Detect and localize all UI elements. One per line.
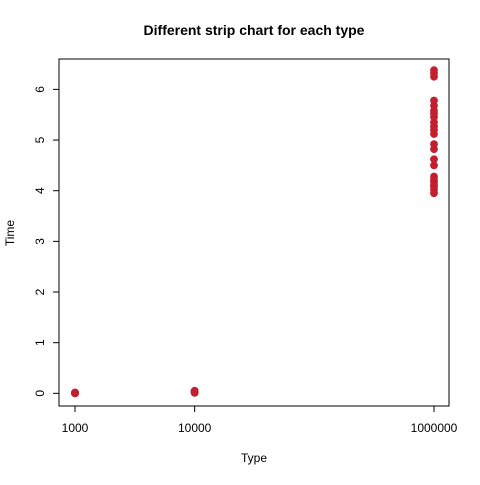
y-tick-label: 0 bbox=[33, 390, 47, 397]
x-axis: 1000 10000 1000000 bbox=[62, 405, 458, 435]
x-tick-label: 1000000 bbox=[411, 421, 458, 435]
x-tick-label: 1000 bbox=[62, 421, 89, 435]
data-point bbox=[71, 388, 79, 397]
y-tick-label: 5 bbox=[33, 136, 47, 143]
y-tick-label: 3 bbox=[33, 238, 47, 245]
x-axis-label: Type bbox=[241, 451, 267, 465]
data-point bbox=[430, 172, 438, 181]
y-tick-label: 6 bbox=[33, 86, 47, 93]
chart-title: Different strip chart for each type bbox=[144, 22, 365, 38]
data-point bbox=[430, 155, 438, 164]
y-axis: 0 1 2 3 4 5 6 bbox=[33, 86, 60, 397]
data-point bbox=[190, 386, 199, 395]
y-tick-label: 2 bbox=[33, 288, 47, 295]
y-tick-label: 1 bbox=[33, 339, 47, 346]
y-tick-label: 4 bbox=[33, 187, 47, 194]
x-tick-label: 10000 bbox=[178, 421, 212, 435]
data-point bbox=[430, 140, 438, 149]
data-points bbox=[71, 66, 438, 398]
y-axis-label: Time bbox=[3, 220, 17, 247]
data-point bbox=[430, 96, 438, 105]
data-point bbox=[430, 66, 438, 75]
